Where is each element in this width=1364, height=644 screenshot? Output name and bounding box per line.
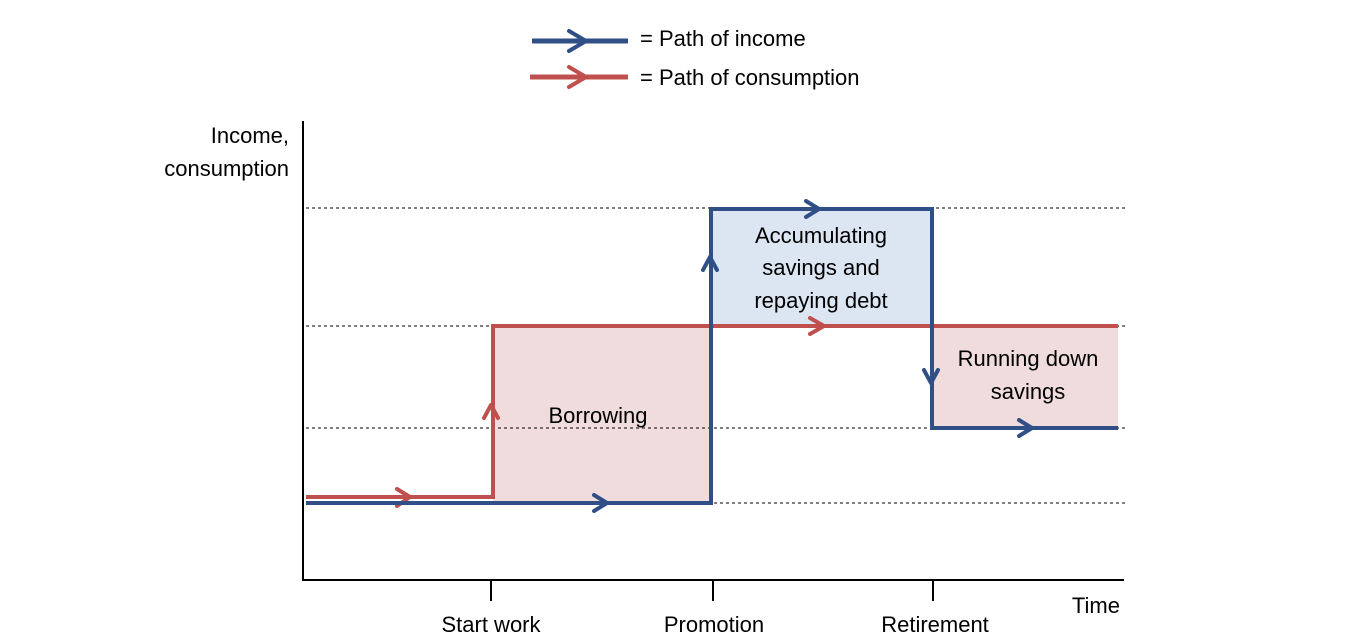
- borrowing-label: Borrowing: [548, 403, 647, 428]
- milestone-promotion: Promotion: [664, 612, 764, 637]
- income-arrow-head: [1017, 418, 1034, 438]
- legend-consumption-label: = Path of consumption: [640, 65, 860, 90]
- running-down-label-line2: savings: [991, 379, 1066, 404]
- legend-income-arrow-head: [567, 29, 588, 53]
- income-arrow-head: [592, 493, 609, 513]
- x-axis-label: Time: [1072, 593, 1120, 618]
- legend-income-label: = Path of income: [640, 26, 806, 51]
- saving-region: [711, 209, 932, 326]
- borrowing-region: [493, 326, 711, 503]
- running-down-region: [932, 326, 1118, 428]
- y-axis-label-line1: Income,: [211, 123, 289, 148]
- accumulating-label-line3: repaying debt: [754, 288, 887, 313]
- income-arrow-head: [922, 368, 940, 385]
- legend-consumption-arrow-head: [567, 65, 588, 89]
- income-path: [306, 207, 1118, 505]
- running-down-label-line1: Running down: [958, 346, 1099, 371]
- accumulating-label-line2: savings and: [762, 255, 879, 280]
- consumption-arrow-head: [482, 403, 500, 420]
- consumption-arrow-head: [808, 316, 826, 336]
- milestone-retirement: Retirement: [881, 612, 989, 637]
- accumulating-label-line1: Accumulating: [755, 223, 887, 248]
- income-arrow-head: [701, 255, 719, 272]
- y-axis-label-line2: consumption: [164, 156, 289, 181]
- milestone-start-work: Start work: [441, 612, 541, 637]
- income-arrow-head: [804, 199, 821, 219]
